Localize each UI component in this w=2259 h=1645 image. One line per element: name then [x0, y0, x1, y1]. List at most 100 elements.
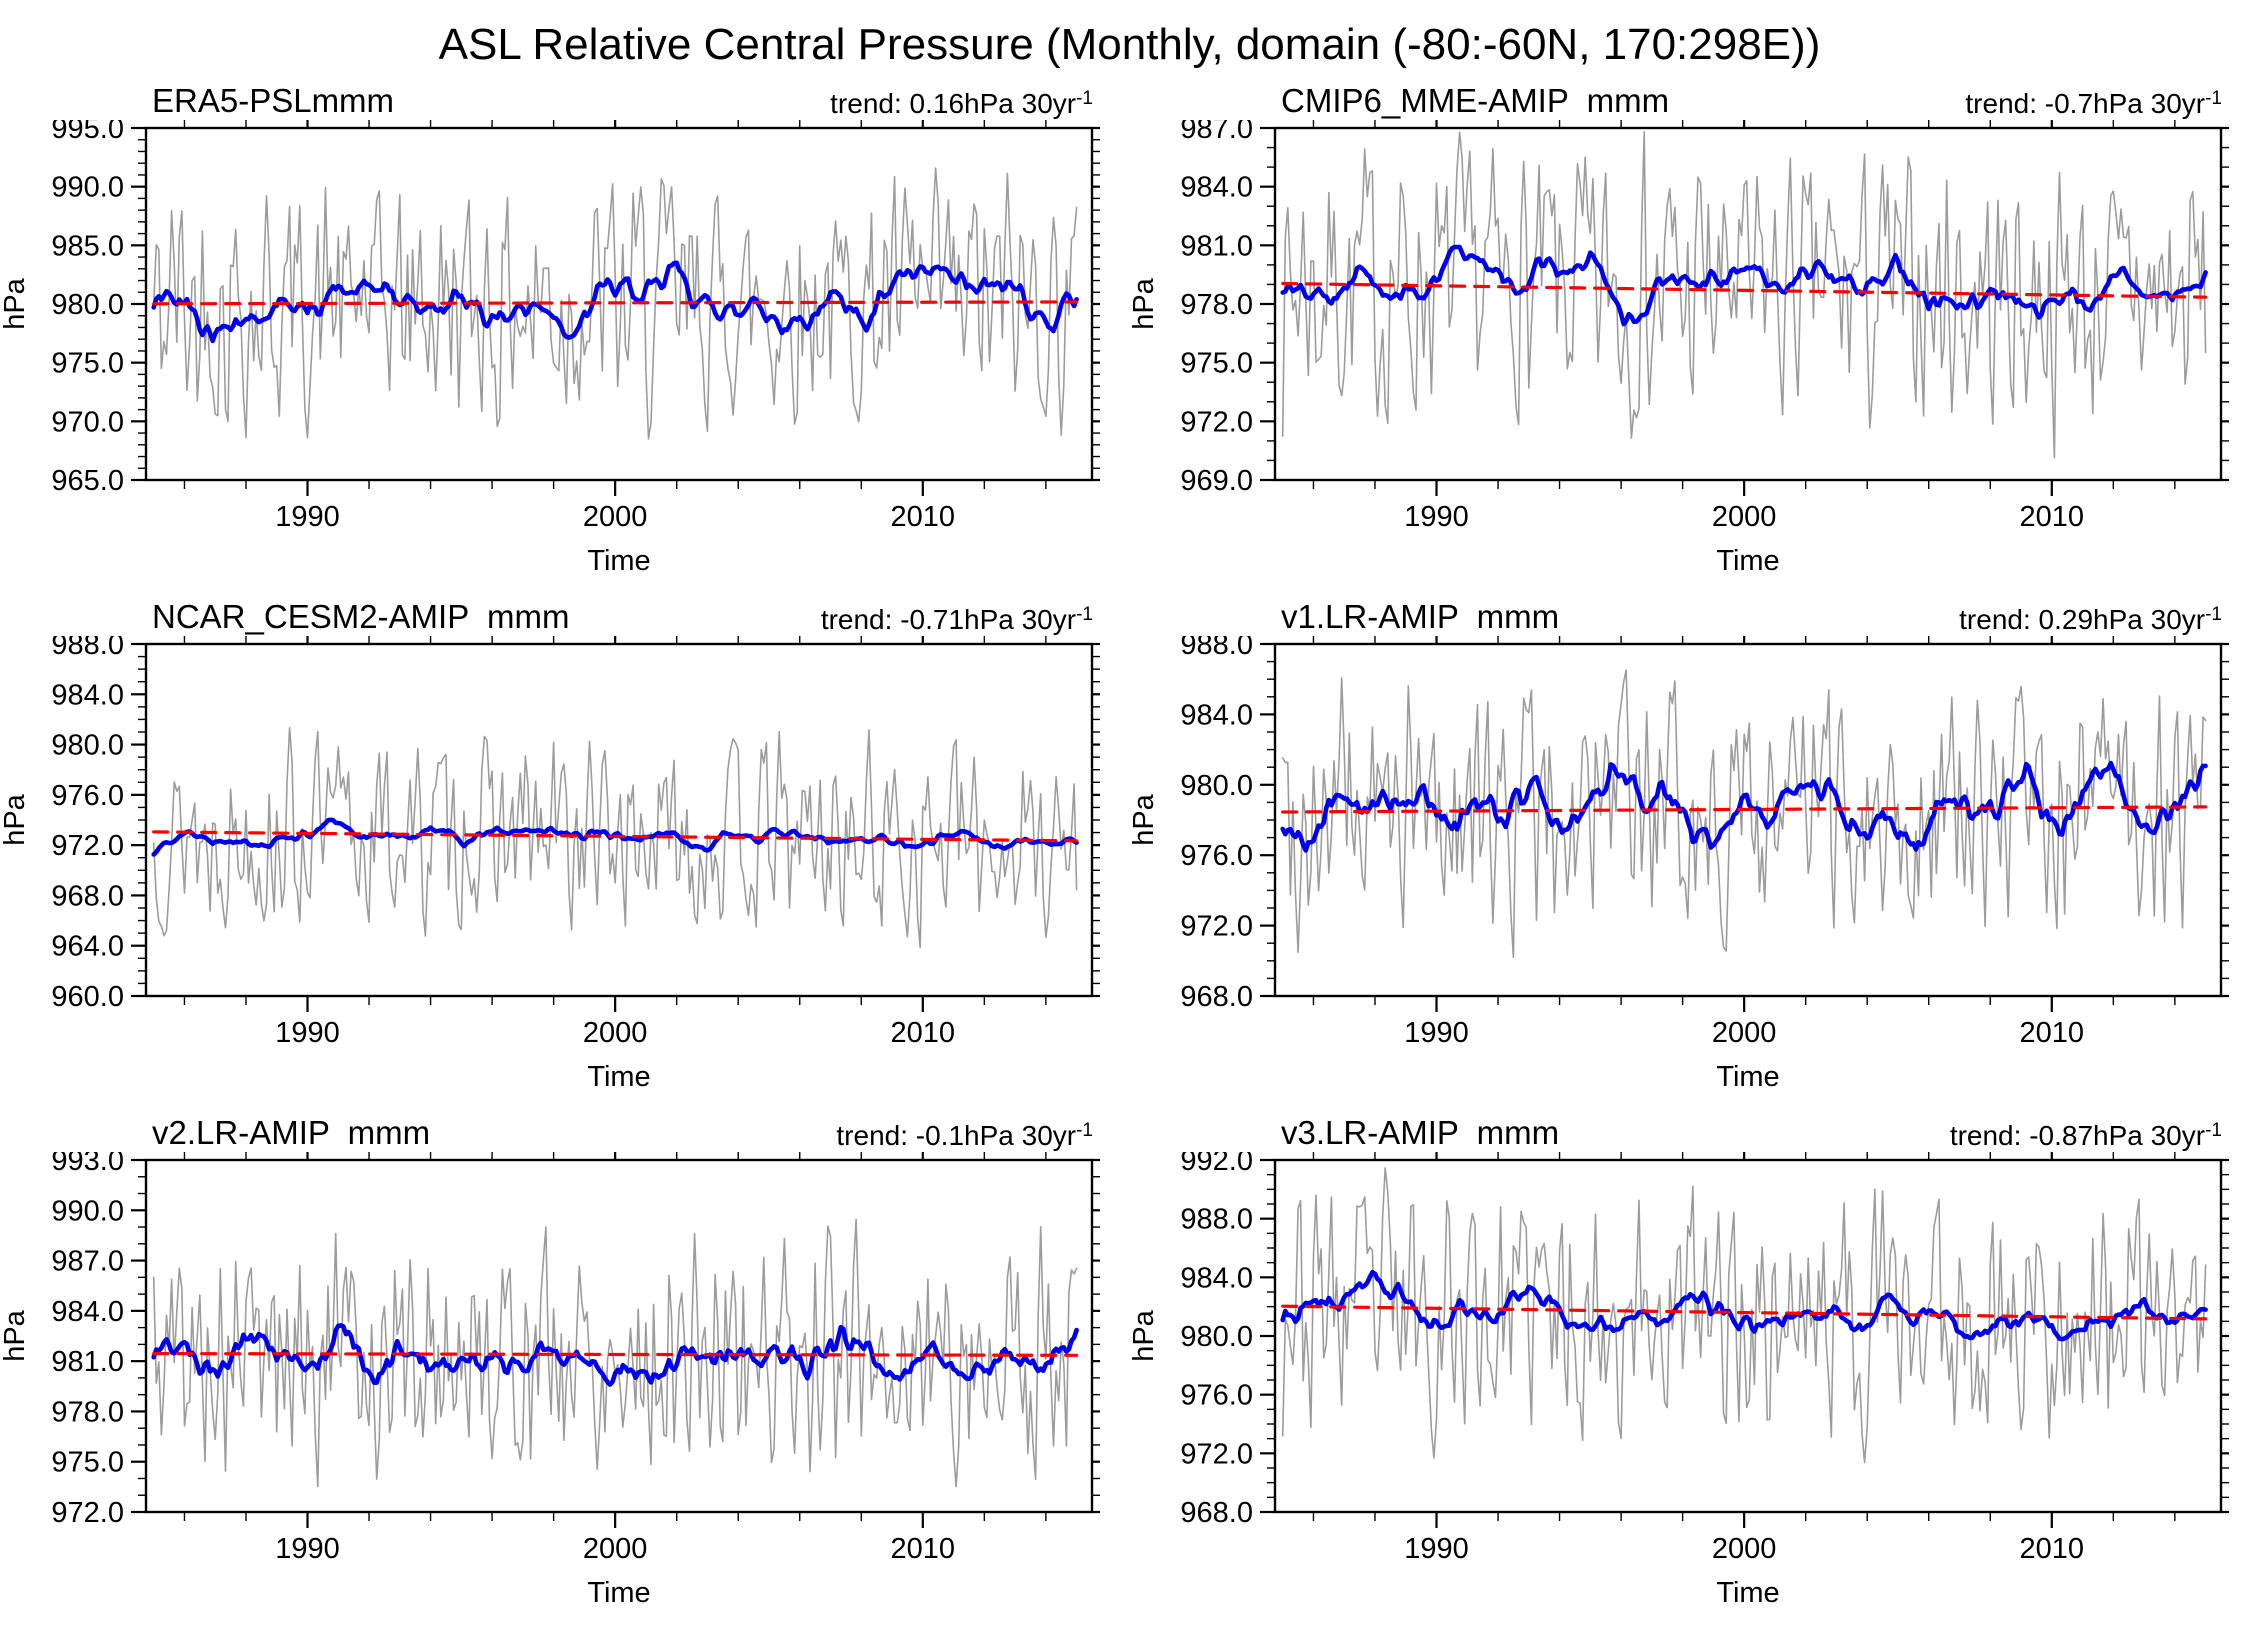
y-tick-label: 980.0 — [51, 730, 124, 762]
y-tick-label: 976.0 — [51, 780, 124, 812]
y-tick-label: 972.0 — [51, 830, 124, 862]
trend-annotation: trend: 0.29hPa 30yr-1 — [1959, 604, 2222, 636]
trend-annotation: trend: -0.7hPa 30yr-1 — [1965, 88, 2222, 120]
chart-panel: v2.LR-AMIP mmm trend: -0.1hPa 30yr-1 972… — [0, 1108, 1129, 1614]
x-tick-label: 2000 — [583, 1017, 648, 1049]
y-tick-label: 980.0 — [51, 289, 124, 321]
y-tick-label: 975.0 — [51, 348, 124, 380]
y-tick-label: 978.0 — [1180, 289, 1253, 321]
x-axis-label: Time — [1716, 545, 1779, 577]
trend-superscript: -1 — [1076, 604, 1093, 625]
monthly-series-line — [1281, 669, 2207, 959]
y-tick-label: 968.0 — [1180, 981, 1253, 1013]
trend-dashed-line — [1281, 1304, 2208, 1321]
x-tick-label: 2000 — [1712, 1017, 1777, 1049]
chart-panel: NCAR_CESM2-AMIP mmm trend: -0.71hPa 30yr… — [0, 592, 1129, 1098]
plot-box — [1273, 642, 2223, 998]
timeseries-plot: 969.0 972.0 975.0 978.0 981.0 984.0 987.0 1990 2… — [1129, 120, 2229, 577]
y-axis-label: hPa — [1129, 793, 1160, 845]
y-tick-label: 984.0 — [51, 679, 124, 711]
y-tick-label: 990.0 — [51, 172, 124, 204]
y-tick-label: 988.0 — [1180, 636, 1253, 661]
figure-title: ASL Relative Central Pressure (Monthly, … — [438, 20, 1821, 69]
x-tick-label: 1990 — [275, 1017, 340, 1049]
y-tick-label: 978.0 — [51, 1396, 124, 1428]
chart-panel: v3.LR-AMIP mmm trend: -0.87hPa 30yr-1 96… — [1129, 1108, 2258, 1614]
x-tick-label: 1990 — [1404, 1017, 1469, 1049]
y-tick-label: 981.0 — [1180, 230, 1253, 262]
y-tick-label: 969.0 — [1180, 465, 1253, 497]
panel-header: v3.LR-AMIP mmm trend: -0.87hPa 30yr-1 — [1129, 1108, 2258, 1152]
x-tick-label: 2010 — [891, 1017, 956, 1049]
y-axis-label: hPa — [1129, 277, 1160, 329]
x-tick-label: 2000 — [583, 501, 648, 533]
trend-dashed-line — [152, 830, 1079, 843]
panels-grid: ERA5-PSLmmm trend: 0.16hPa 30yr-1 965.0 9… — [0, 76, 2259, 1614]
smoothed-series-line — [1280, 1269, 2208, 1342]
x-axis-label: Time — [587, 545, 650, 577]
panel-title: v2.LR-AMIP mmm — [152, 1114, 431, 1151]
y-tick-label: 985.0 — [51, 230, 124, 262]
y-tick-label: 968.0 — [1180, 1497, 1253, 1529]
y-tick-label: 972.0 — [1180, 406, 1253, 438]
trend-annotation: trend: -0.1hPa 30yr-1 — [836, 1120, 1093, 1152]
timeseries-plot: 968.0 972.0 976.0 980.0 984.0 988.0 992.0 1990 2… — [1129, 1152, 2229, 1609]
trend-dashed-line — [1281, 281, 2208, 299]
x-tick-label: 2010 — [2020, 1017, 2085, 1049]
trend-text: trend: 0.29hPa 30yr — [1959, 604, 2206, 635]
y-axis-label: hPa — [0, 277, 31, 329]
x-tick-label: 2010 — [2020, 501, 2085, 533]
x-tick-label: 2000 — [1712, 501, 1777, 533]
trend-annotation: trend: -0.87hPa 30yr-1 — [1950, 1120, 2222, 1152]
y-tick-label: 980.0 — [1180, 770, 1253, 802]
y-tick-label: 988.0 — [1180, 1204, 1253, 1236]
x-tick-label: 1990 — [1404, 1533, 1469, 1565]
x-tick-label: 1990 — [275, 501, 340, 533]
panel-header: v1.LR-AMIP mmm trend: 0.29hPa 30yr-1 — [1129, 592, 2258, 636]
monthly-series-line — [152, 727, 1078, 949]
x-axis-label: Time — [587, 1061, 650, 1093]
y-tick-label: 995.0 — [51, 120, 124, 145]
panel-title: v3.LR-AMIP mmm — [1281, 1114, 1560, 1151]
y-tick-label: 960.0 — [51, 981, 124, 1013]
x-tick-label: 2000 — [1712, 1533, 1777, 1565]
panel-header: ERA5-PSLmmm trend: 0.16hPa 30yr-1 — [0, 76, 1129, 120]
trend-dashed-line — [152, 300, 1079, 306]
panel-header: CMIP6_MME-AMIP mmm trend: -0.7hPa 30yr-1 — [1129, 76, 2258, 120]
trend-text: trend: 0.16hPa 30yr — [830, 88, 1077, 119]
monthly-series-line — [1281, 1167, 2207, 1464]
y-tick-label: 965.0 — [51, 465, 124, 497]
y-tick-label: 964.0 — [51, 931, 124, 963]
y-tick-label: 980.0 — [1180, 1321, 1253, 1353]
y-tick-label: 972.0 — [1180, 1438, 1253, 1470]
y-tick-label: 968.0 — [51, 880, 124, 912]
plot-box — [144, 1158, 1094, 1514]
y-tick-label: 976.0 — [1180, 1380, 1253, 1412]
trend-superscript: -1 — [2205, 604, 2222, 625]
timeseries-plot: 960.0 964.0 968.0 972.0 976.0 980.0 984.0 988.0… — [0, 636, 1100, 1093]
y-tick-label: 992.0 — [1180, 1152, 1253, 1177]
y-tick-label: 976.0 — [1180, 840, 1253, 872]
y-tick-label: 993.0 — [51, 1152, 124, 1177]
y-tick-label: 987.0 — [1180, 120, 1253, 145]
smoothed-series-line — [151, 817, 1079, 857]
x-tick-label: 2000 — [583, 1533, 648, 1565]
trend-superscript: -1 — [2205, 1120, 2222, 1141]
trend-superscript: -1 — [2205, 88, 2222, 109]
trend-text: trend: -0.71hPa 30yr — [820, 604, 1077, 635]
trend-superscript: -1 — [1076, 88, 1093, 109]
panel-header: NCAR_CESM2-AMIP mmm trend: -0.71hPa 30yr… — [0, 592, 1129, 636]
chart-panel: CMIP6_MME-AMIP mmm trend: -0.7hPa 30yr-1… — [1129, 76, 2258, 582]
smoothed-series-line — [1280, 244, 2208, 327]
x-tick-label: 2010 — [891, 1533, 956, 1565]
y-tick-label: 975.0 — [51, 1447, 124, 1479]
panel-title: CMIP6_MME-AMIP mmm — [1281, 82, 1670, 119]
panel-header: v2.LR-AMIP mmm trend: -0.1hPa 30yr-1 — [0, 1108, 1129, 1152]
smoothed-series-line — [151, 260, 1079, 344]
x-tick-label: 1990 — [1404, 501, 1469, 533]
timeseries-plot: 972.0 975.0 978.0 981.0 984.0 987.0 990.0 993.0… — [0, 1152, 1100, 1609]
smoothed-series-line — [1280, 760, 2208, 853]
trend-annotation: trend: -0.71hPa 30yr-1 — [821, 604, 1093, 636]
y-tick-label: 984.0 — [51, 1296, 124, 1328]
trend-dashed-line — [1281, 805, 2208, 814]
